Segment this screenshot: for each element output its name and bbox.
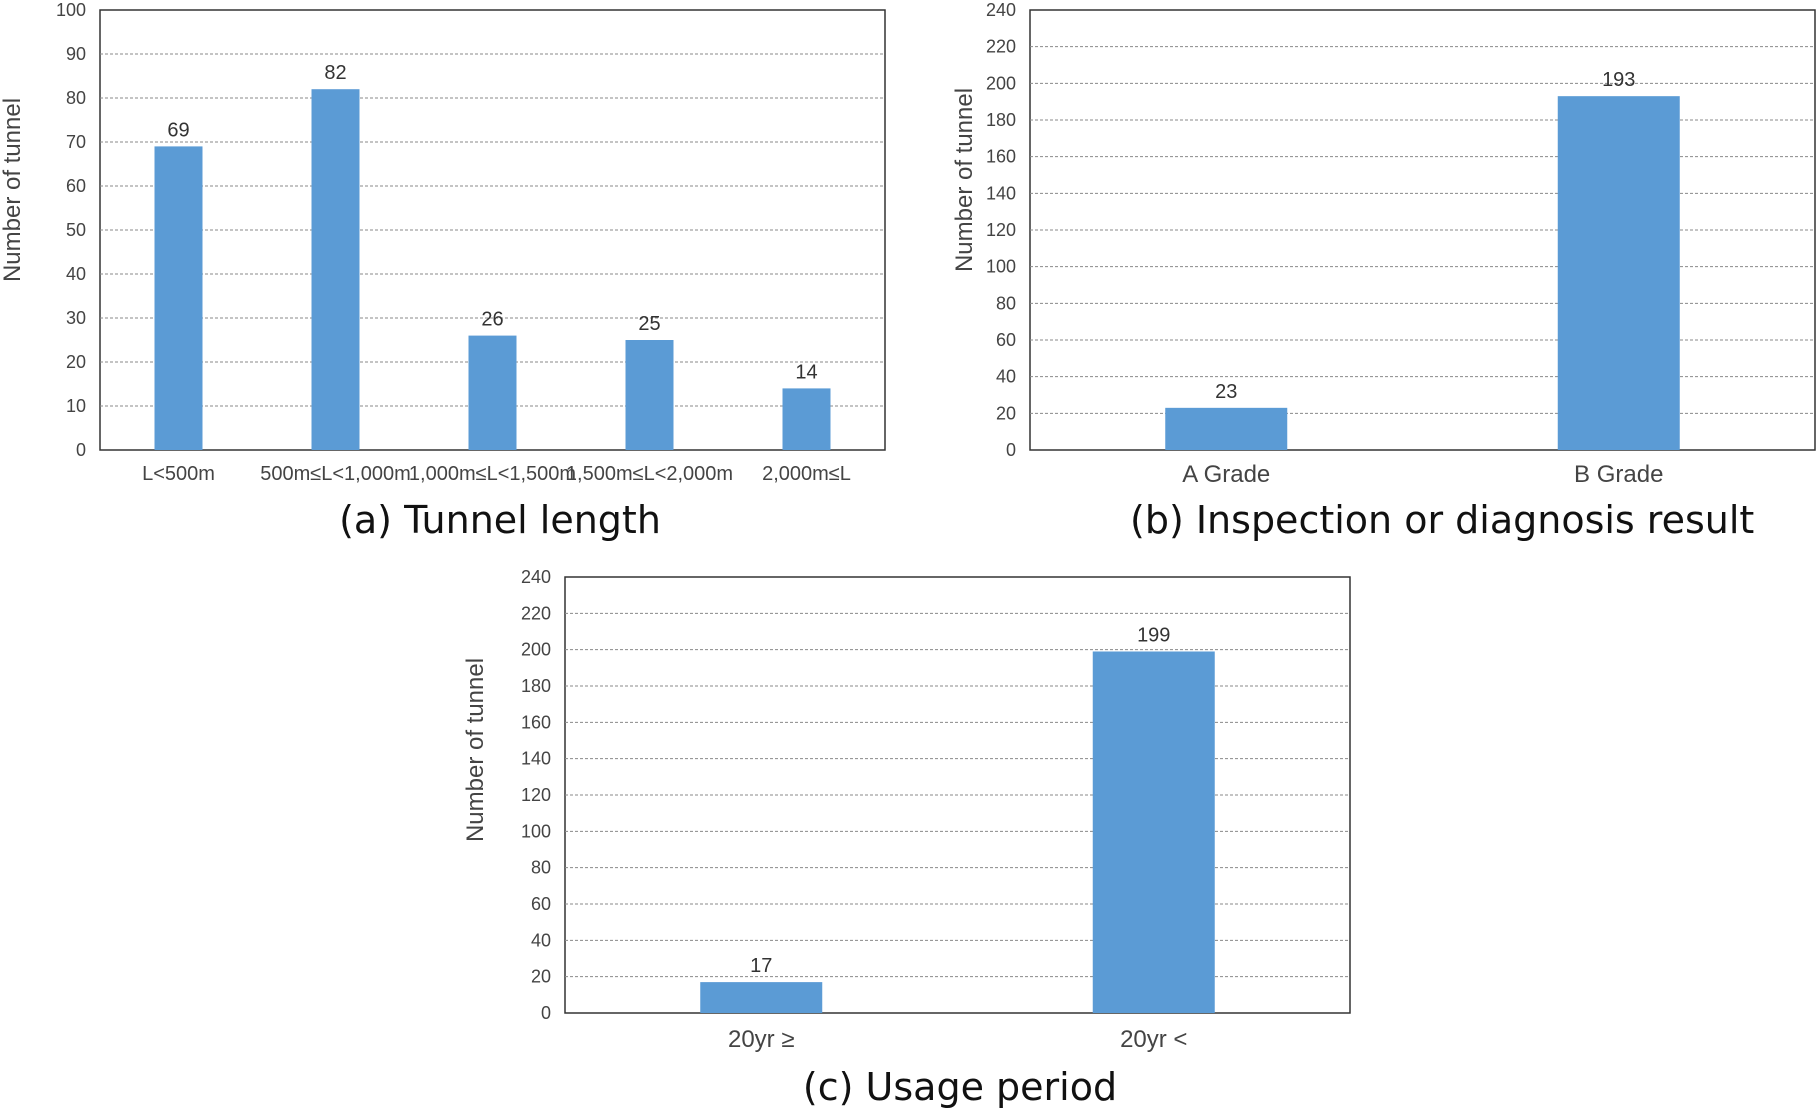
- y-tick-label: 240: [521, 567, 551, 587]
- y-tick-label: 50: [66, 220, 86, 240]
- y-tick-label: 0: [1006, 440, 1016, 460]
- y-axis-label: Number of tunnel: [0, 98, 26, 282]
- y-tick-label: 200: [986, 73, 1016, 93]
- x-tick-label: A Grade: [1182, 461, 1270, 488]
- x-tick-label: 1,500m≤L<2,000m: [566, 463, 733, 485]
- bar: [1092, 651, 1215, 1013]
- x-tick-label: 500m≤L<1,000m: [260, 463, 411, 485]
- bar: [700, 982, 823, 1013]
- y-tick-label: 120: [986, 220, 1016, 240]
- data-label: 199: [1137, 624, 1170, 646]
- y-tick-label: 200: [521, 640, 551, 660]
- y-tick-label: 20: [66, 352, 86, 372]
- x-tick-label: B Grade: [1574, 461, 1663, 488]
- caption-c: (c) Usage period: [802, 1065, 1118, 1109]
- bar: [311, 89, 360, 450]
- y-tick-label: 70: [66, 132, 86, 152]
- y-tick-label: 20: [996, 403, 1016, 423]
- y-tick-label: 30: [66, 308, 86, 328]
- data-label: 26: [481, 309, 503, 331]
- x-tick-label: 20yr <: [1120, 1026, 1187, 1053]
- chart-panel-c: 0 20 40 60 80 100 120 140 160 180 200 220 240 Number …: [455, 565, 1365, 1065]
- y-tick-label: 40: [531, 930, 551, 950]
- data-label: 69: [167, 119, 189, 141]
- x-tick-label: 1,000m≤L<1,500m: [409, 463, 576, 485]
- y-tick-label: 0: [76, 440, 86, 460]
- y-tick-label: 160: [521, 712, 551, 732]
- bar: [1165, 407, 1288, 450]
- bar: [468, 335, 517, 450]
- bar: [782, 388, 831, 450]
- chart-b: 0 20 40 60 80 100 120 140 160 180 200 220 240 Number …: [951, 0, 1816, 488]
- y-tick-label: 80: [531, 858, 551, 878]
- y-tick-label: 180: [521, 676, 551, 696]
- x-tick-label: 2,000m≤L: [762, 463, 851, 485]
- chart-c: 0 20 40 60 80 100 120 140 160 180 200 220 240 Number …: [462, 567, 1351, 1053]
- chart-a: 0 10 20 30 40 50 60 70 80 90 100 Number of tunnel 69…: [0, 0, 886, 485]
- chart-panel-a: 0 10 20 30 40 50 60 70 80 90 100 Number of tunnel 69…: [0, 0, 900, 490]
- y-tick-label: 160: [986, 147, 1016, 167]
- y-tick-label: 40: [66, 264, 86, 284]
- chart-panel-b: 0 20 40 60 80 100 120 140 160 180 200 220 240 Number …: [920, 0, 1819, 490]
- y-tick-label: 60: [996, 330, 1016, 350]
- y-tick-label: 140: [986, 183, 1016, 203]
- y-tick-label: 180: [986, 110, 1016, 130]
- y-tick-label: 80: [996, 293, 1016, 313]
- y-tick-label: 40: [996, 367, 1016, 387]
- data-label: 23: [1215, 381, 1237, 403]
- y-tick-label: 60: [531, 894, 551, 914]
- y-tick-label: 90: [66, 44, 86, 64]
- y-tick-label: 220: [521, 603, 551, 623]
- y-axis-label: Number of tunnel: [462, 658, 489, 842]
- data-label: 17: [750, 955, 772, 977]
- y-tick-label: 80: [66, 88, 86, 108]
- bar: [154, 146, 203, 450]
- x-tick-label: 20yr ≥: [728, 1026, 795, 1053]
- y-tick-label: 240: [986, 0, 1016, 20]
- y-tick-label: 100: [56, 0, 86, 20]
- caption-a: (a) Tunnel length: [339, 498, 661, 542]
- y-tick-label: 100: [986, 257, 1016, 277]
- caption-b: (b) Inspection or diagnosis result: [1130, 498, 1755, 542]
- y-tick-label: 140: [521, 749, 551, 769]
- bar: [625, 340, 674, 450]
- data-label: 193: [1602, 69, 1635, 91]
- x-tick-label: L<500m: [142, 463, 215, 485]
- y-tick-label: 120: [521, 785, 551, 805]
- y-tick-label: 220: [986, 37, 1016, 57]
- y-tick-label: 60: [66, 176, 86, 196]
- y-tick-label: 10: [66, 396, 86, 416]
- y-tick-label: 0: [541, 1003, 551, 1023]
- y-tick-label: 20: [531, 967, 551, 987]
- data-label: 82: [324, 62, 346, 84]
- data-label: 14: [795, 361, 817, 383]
- data-label: 25: [638, 313, 660, 335]
- bar: [1557, 96, 1680, 451]
- y-axis-label: Number of tunnel: [951, 88, 978, 272]
- y-tick-label: 100: [521, 821, 551, 841]
